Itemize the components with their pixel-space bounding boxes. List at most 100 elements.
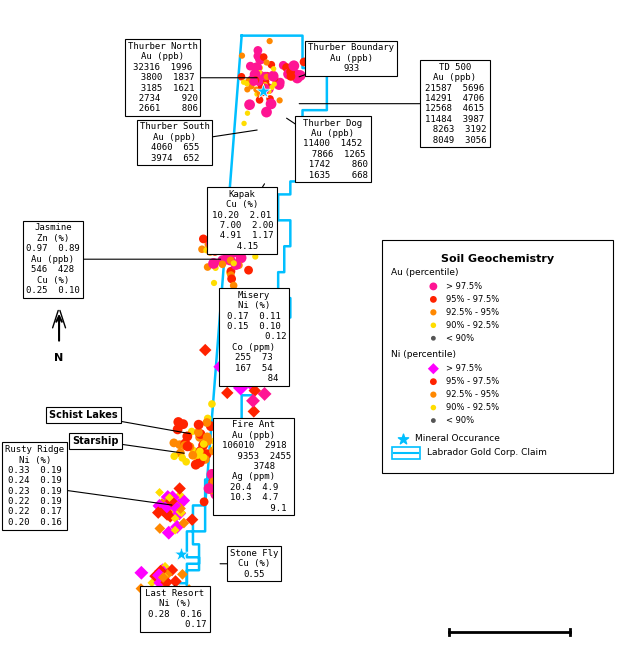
- Point: [245, 377, 255, 388]
- Point: [247, 351, 257, 361]
- Point: [241, 343, 251, 353]
- Point: [255, 67, 265, 78]
- Point: [187, 426, 197, 437]
- Point: [246, 327, 256, 337]
- Point: [286, 71, 296, 82]
- Point: [266, 98, 276, 109]
- Point: [165, 511, 175, 522]
- Point: [207, 469, 217, 480]
- Point: [212, 448, 222, 459]
- Point: [292, 69, 301, 80]
- Point: [261, 335, 271, 345]
- Point: [253, 45, 263, 56]
- Point: [225, 377, 235, 388]
- Point: [219, 474, 229, 484]
- Point: [245, 100, 254, 110]
- Point: [214, 447, 224, 457]
- Point: [243, 347, 253, 357]
- Text: 95% - 97.5%: 95% - 97.5%: [446, 295, 499, 304]
- Point: [232, 330, 241, 341]
- Text: Last Resort
Ni (%)
0.28  0.16
        0.17: Last Resort Ni (%) 0.28 0.16 0.17: [142, 589, 207, 629]
- Point: [266, 333, 275, 343]
- Point: [254, 329, 264, 340]
- Text: Kapak
Cu (%)
10.20  2.01
  7.00  2.00
  4.91  1.17
  4.15: Kapak Cu (%) 10.20 2.01 7.00 2.00 4.91 1…: [209, 190, 274, 251]
- Point: [258, 86, 268, 96]
- Point: [213, 494, 223, 504]
- Point: [203, 436, 213, 446]
- Point: [242, 352, 252, 362]
- Point: [210, 442, 220, 452]
- Point: [199, 439, 209, 449]
- Point: [162, 507, 171, 517]
- Point: [176, 507, 186, 518]
- Point: [205, 247, 215, 257]
- Point: [225, 242, 235, 252]
- Point: [223, 485, 233, 496]
- Point: [258, 87, 268, 98]
- Point: [230, 373, 240, 384]
- Point: [243, 349, 253, 359]
- Point: [171, 584, 181, 594]
- Text: 92.5% - 95%: 92.5% - 95%: [446, 390, 499, 399]
- Point: [260, 83, 270, 93]
- Point: [210, 489, 220, 500]
- Text: < 90%: < 90%: [446, 416, 474, 425]
- Point: [172, 503, 182, 513]
- Point: [165, 500, 175, 511]
- Point: [158, 572, 168, 583]
- Point: [160, 561, 170, 572]
- Point: [155, 501, 165, 511]
- Point: [194, 452, 204, 462]
- Point: [207, 477, 217, 487]
- Point: [175, 508, 184, 518]
- Point: [212, 485, 222, 495]
- Point: [178, 569, 188, 579]
- Point: [193, 427, 203, 437]
- Point: [275, 95, 285, 106]
- Point: [259, 389, 269, 399]
- Point: [162, 501, 172, 511]
- Point: [228, 488, 238, 498]
- Point: [203, 413, 213, 424]
- Point: [255, 342, 265, 353]
- Point: [189, 446, 199, 456]
- Point: [251, 75, 261, 85]
- Point: [209, 278, 219, 288]
- Point: [244, 265, 254, 275]
- Point: [222, 246, 232, 257]
- Point: [299, 57, 309, 67]
- Point: [239, 232, 249, 242]
- Point: [161, 577, 171, 587]
- Point: [250, 251, 260, 262]
- Point: [248, 396, 258, 406]
- Point: [259, 52, 269, 62]
- Text: Stone Fly
Cu (%)
0.55: Stone Fly Cu (%) 0.55: [230, 549, 278, 579]
- Point: [184, 584, 194, 595]
- Point: [239, 345, 249, 355]
- Point: [178, 495, 188, 505]
- Point: [210, 436, 220, 446]
- Point: [167, 565, 177, 575]
- Text: Starship: Starship: [72, 435, 119, 446]
- Point: [248, 372, 258, 382]
- Point: [196, 446, 206, 456]
- Point: [209, 446, 219, 456]
- Point: [207, 238, 217, 249]
- Point: [275, 77, 285, 87]
- Point: [204, 239, 214, 249]
- Point: [245, 335, 254, 345]
- Point: [255, 373, 265, 383]
- Point: [207, 482, 217, 492]
- Point: [209, 237, 219, 248]
- Point: [181, 440, 191, 450]
- Text: N: N: [54, 353, 64, 363]
- Point: [169, 500, 179, 511]
- Point: [241, 234, 251, 244]
- Point: [168, 492, 178, 502]
- Point: [164, 498, 174, 508]
- Point: [195, 446, 205, 457]
- Point: [154, 570, 164, 581]
- Point: [199, 496, 209, 507]
- Point: [175, 439, 184, 450]
- Point: [236, 316, 246, 327]
